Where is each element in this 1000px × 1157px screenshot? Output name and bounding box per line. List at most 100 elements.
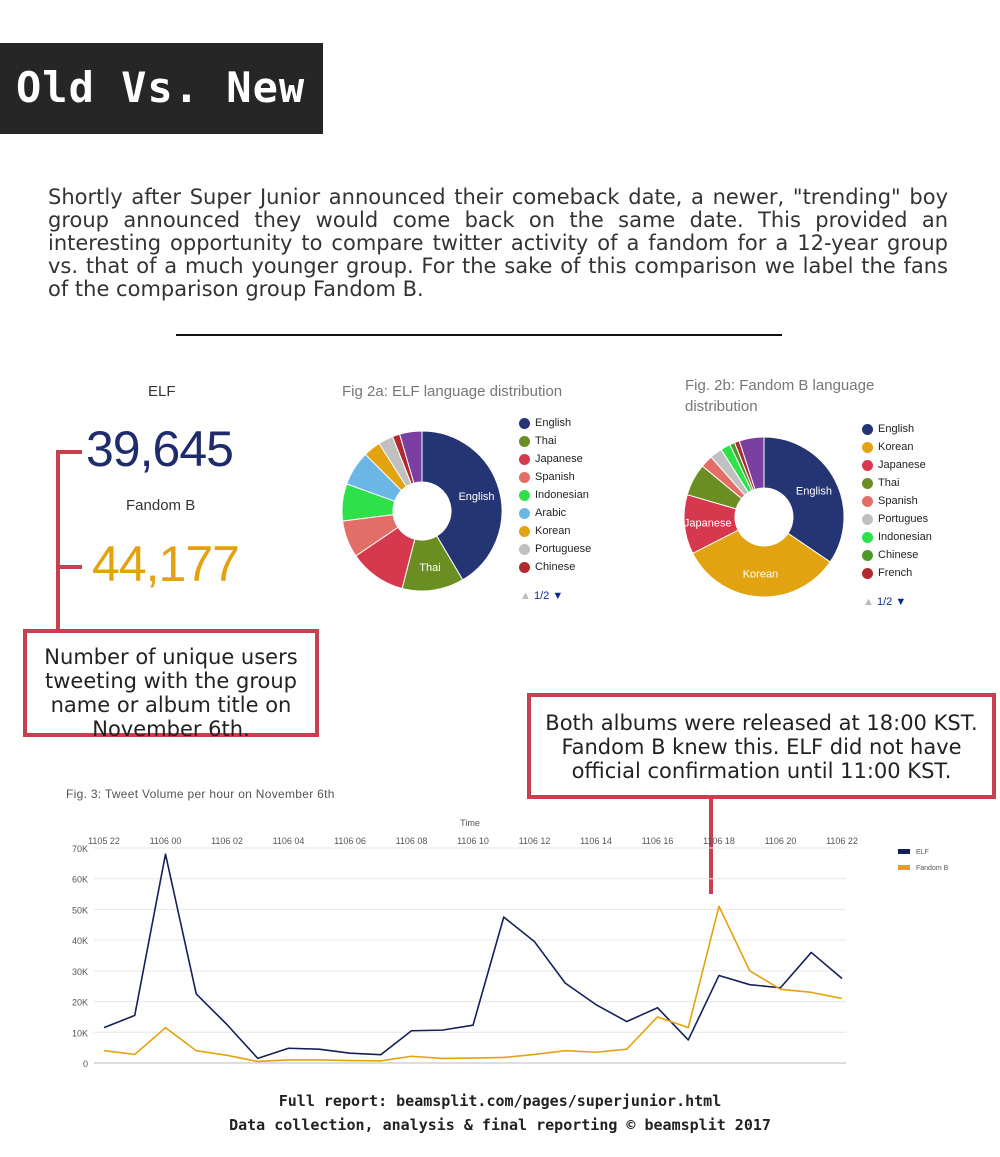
legend-label-fandom-b: Fandom B [916,865,949,872]
release-callout-text: Both albums were released at 18:00 KST. … [545,711,978,783]
pie-a-title: Fig 2a: ELF language distribution [342,383,563,400]
pie-b-legend-label: Japanese [878,459,926,471]
release-pointer-line [709,796,713,894]
pie-b-legend-swatch [862,550,873,561]
x-tick-label: 1106 18 [703,836,735,846]
fandomb-label: Fandom B [126,497,196,514]
pie-a-slice-other [399,430,423,484]
legend-swatch-fandom-b [898,865,910,870]
release-callout: Both albums were released at 18:00 KST. … [527,693,996,799]
pie-a-pager[interactable]: ▲ 1/2 ▼ [520,590,564,602]
divider [176,334,782,336]
footer-report-link[interactable]: Full report: beamsplit.com/pages/superju… [278,1092,722,1110]
pie-a-legend-swatch [519,562,530,573]
y-tick-label: 50K [72,905,88,915]
pie-a-legend-swatch [519,418,530,429]
pie-a-legend-swatch [519,472,530,483]
pie-a-legend-label: Japanese [535,453,583,465]
pie-b-pager[interactable]: ▲ 1/2 ▼ [863,596,907,608]
pie-b-legend-swatch [862,460,873,471]
series-line-elf [103,853,843,1060]
pie-a-legend-swatch [519,544,530,555]
pie-b-legend-swatch [862,424,873,435]
x-axis-label: Time [460,818,480,828]
bracket-connector [56,450,82,630]
pie-b-legend-swatch [862,442,873,453]
x-tick-label: 1106 08 [396,836,428,846]
pie-b-legend-label: Indonesian [878,531,932,543]
pie-a-slice-label-english: English [458,491,494,503]
pie-a-legend-label: Portuguese [535,543,592,555]
elf-count: 39,645 [86,421,234,477]
pie-b-chart: English Korean Japanese [683,436,845,598]
x-tick-label: 1106 10 [457,836,489,846]
x-tick-label: 1106 06 [334,836,366,846]
pie-b-legend-label: Korean [878,441,914,453]
page-title: Old Vs. New [16,63,306,112]
pie-a-slice-english [421,430,503,581]
pie-a-legend-swatch [519,436,530,447]
y-tick-label: 40K [72,936,88,946]
pie-b-legend-label: Portugues [878,513,929,525]
y-tick-label: 30K [72,967,88,977]
series-line-fandom-b [103,905,843,1063]
x-tick-label: 1106 04 [273,836,305,846]
x-tick-label: 1106 14 [580,836,612,846]
pie-a-legend-label: English [535,417,572,429]
pie-b-legend-label: English [878,423,915,435]
pie-b-title: Fig. 2b: Fandom B language distribution [685,377,875,415]
x-tick-label: 1106 20 [765,836,797,846]
pie-a-legend-label: Indonesian [535,489,589,501]
pie-a-legend-swatch [519,526,530,537]
x-tick-label: 1106 16 [642,836,674,846]
elf-label: ELF [148,383,176,400]
x-tick-label: 1105 22 [88,836,120,846]
line-chart-title: Fig. 3: Tweet Volume per hour on Novembe… [66,787,335,801]
pie-a-legend-swatch [519,454,530,465]
pie-a-slice-label-thai: Thai [419,562,440,574]
y-tick-label: 0 [83,1059,88,1069]
pie-a-pager-text: 1/2 [533,590,550,602]
pie-b-slice-other [738,436,765,491]
pie-a-legend-label: Spanish [535,471,575,483]
pie-b-legend-swatch [862,514,873,525]
intro-paragraph: Shortly after Super Junior announced the… [48,185,948,301]
pie-a-legend-label: Thai [535,435,557,447]
y-tick-label: 20K [72,998,88,1008]
y-tick-label: 10K [72,1028,88,1038]
legend-swatch-elf [898,849,910,854]
pie-b-pager-text: 1/2 [876,596,893,608]
pie-a-legend-label: Korean [535,525,571,537]
x-tick-label: 1106 12 [519,836,551,846]
pie-b-legend-label: Spanish [878,495,918,507]
pie-b-slice-label-english: English [796,486,832,498]
unique-users-callout: Number of unique users tweeting with the… [23,629,319,741]
x-tick-label: 1106 22 [826,836,858,846]
pie-b-legend-swatch [862,478,873,489]
pie-a-chart: English Thai [341,430,503,592]
pie-b-legend-swatch [862,532,873,543]
pie-b-slice-korean [692,529,831,598]
pie-b-legend-swatch [862,496,873,507]
y-tick-label: 60K [72,875,88,885]
x-tick-label: 1106 02 [211,836,243,846]
pie-b-legend-label: French [878,567,913,579]
pie-a-legend-label: Chinese [535,561,576,573]
pie-a-legend-label: Arabic [535,507,567,519]
footer-credit: Data collection, analysis & final report… [229,1116,771,1134]
x-tick-label: 1106 00 [150,836,182,846]
pie-b-slice-english [763,436,845,563]
pie-b-legend-label: Thai [878,477,900,489]
pie-b-legend-label: Chinese [878,549,919,561]
unique-users-callout-text: Number of unique users tweeting with the… [44,645,298,741]
fandomb-count: 44,177 [92,536,240,592]
title-banner: Old Vs. New [0,43,323,134]
legend-label-elf: ELF [916,849,929,856]
pie-a-legend-swatch [519,490,530,501]
pie-a-legend-swatch [519,508,530,519]
pie-b-slice-label-korean: Korean [743,568,778,580]
y-tick-label: 70K [72,844,88,854]
pie-b-legend-swatch [862,568,873,579]
pie-b-slice-label-japanese: Japanese [684,517,732,529]
